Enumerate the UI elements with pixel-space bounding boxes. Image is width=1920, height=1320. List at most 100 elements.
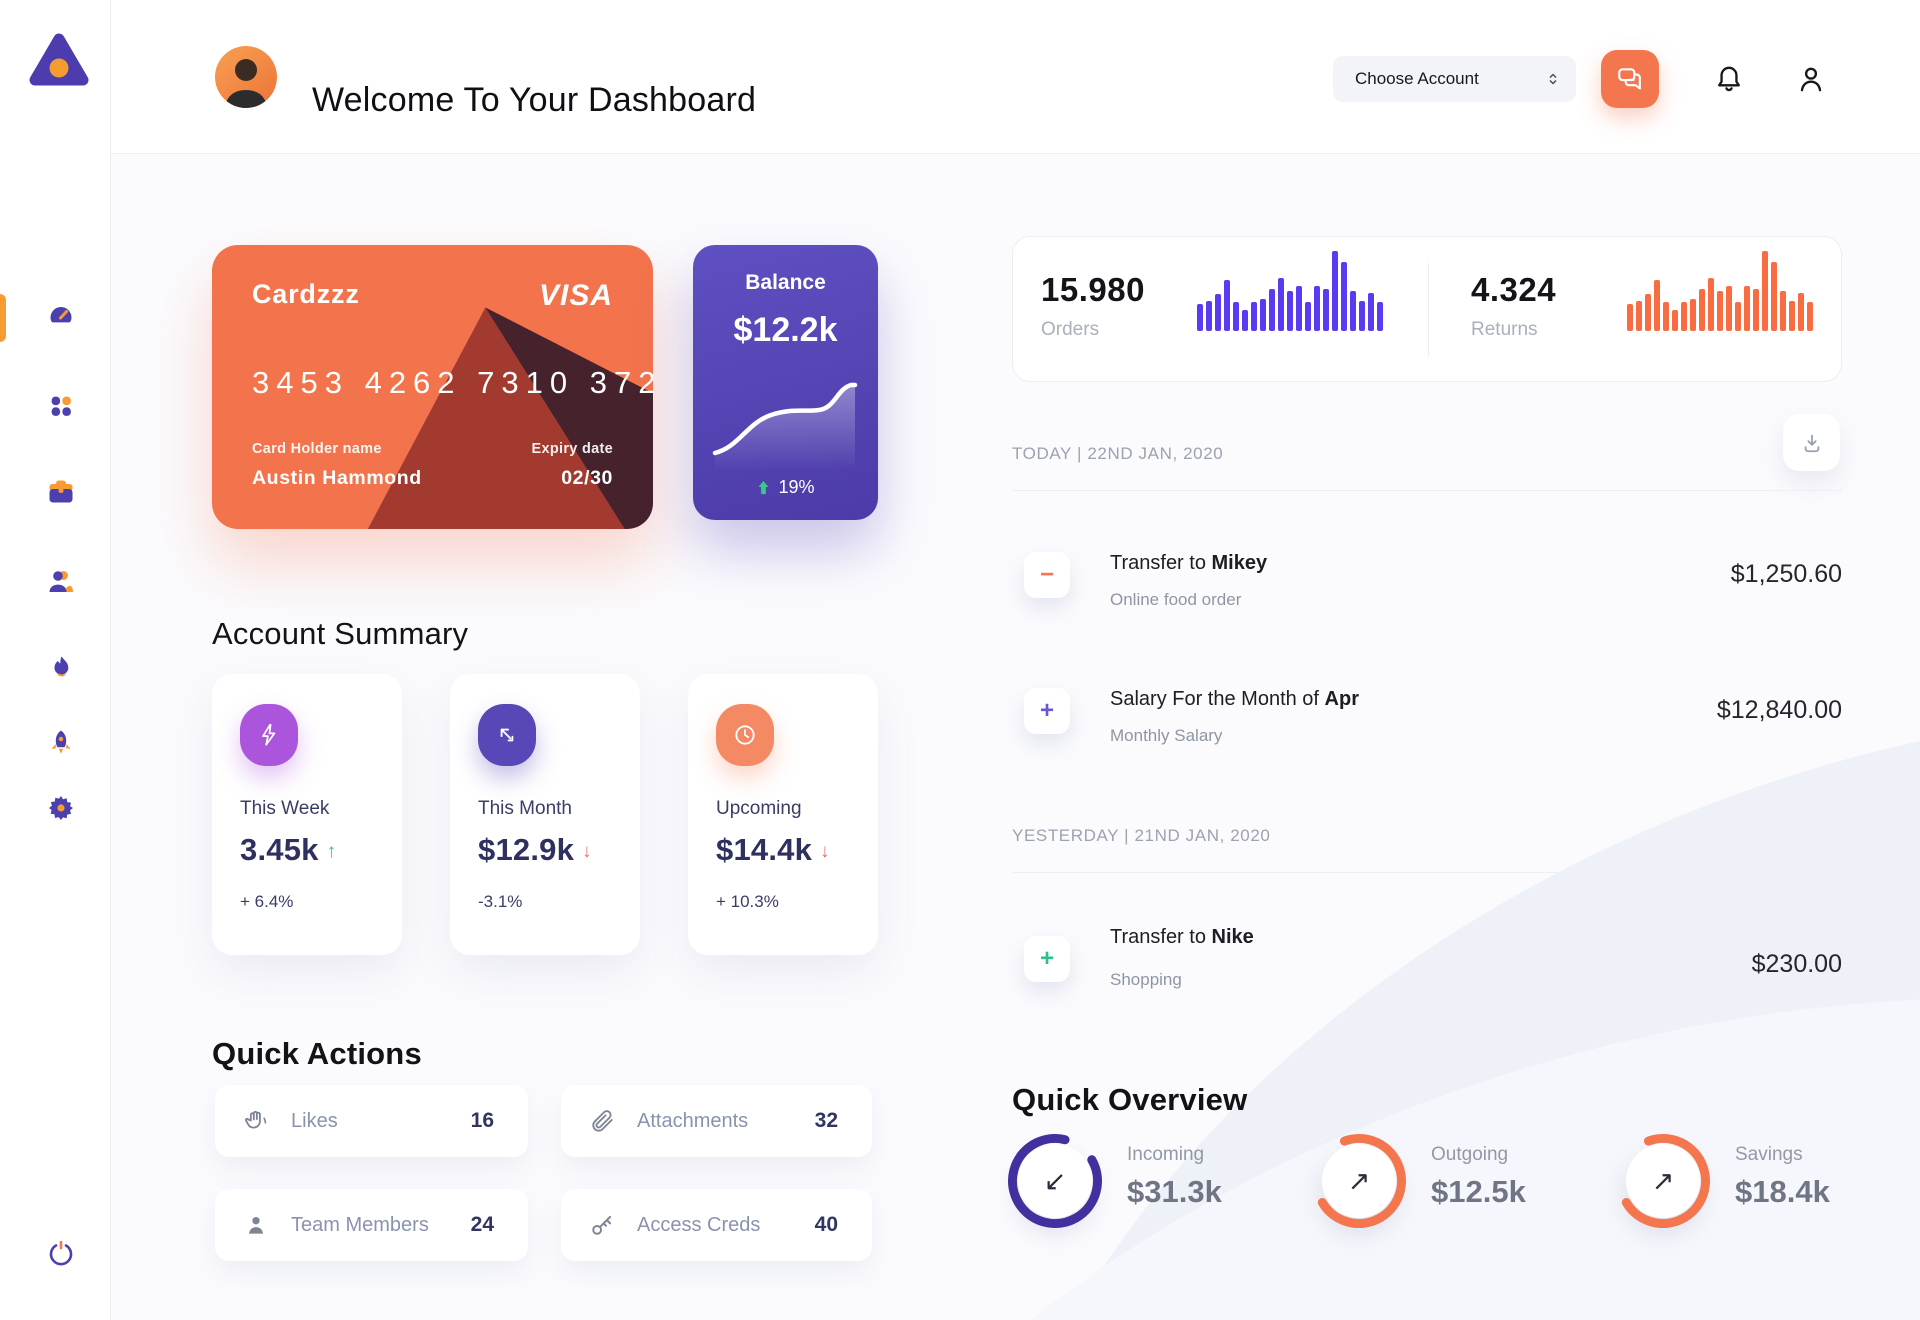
sidebar-item-launch[interactable] <box>39 721 83 765</box>
up-right-icon: ↗ <box>1626 1144 1700 1218</box>
quick-action-label: Access Creds <box>637 1213 761 1236</box>
sidebar-item-settings[interactable] <box>39 786 83 830</box>
summary-label: This Week <box>240 798 330 819</box>
page-title: Welcome To Your Dashboard <box>312 80 757 119</box>
sidebar-item-dashboard[interactable] <box>39 294 83 338</box>
sidebar-item-users[interactable] <box>39 560 83 604</box>
card-name: Cardzzz <box>252 279 360 309</box>
chevron-updown-icon <box>1549 73 1557 85</box>
credit-card[interactable]: Cardzzz VISA 3453 4262 7310 3728 Card Ho… <box>212 245 653 529</box>
transaction-title: Salary For the Month of Apr <box>1110 688 1359 711</box>
balance-change-value: 19% <box>778 477 815 497</box>
sidebar-item-work[interactable] <box>39 470 83 514</box>
quick-action-access-creds[interactable]: Access Creds 40 <box>561 1189 872 1261</box>
summary-value: $14.4k ↓ <box>716 832 830 868</box>
settings-gear-icon <box>49 796 73 820</box>
divider <box>1012 872 1842 873</box>
card-expiry: 02/30 <box>561 467 613 489</box>
triangle-logo-icon <box>29 33 89 86</box>
sidebar-item-apps[interactable] <box>39 384 83 428</box>
member-icon <box>248 1216 264 1234</box>
profile-button[interactable] <box>1794 62 1828 96</box>
orders-label: Orders <box>1041 319 1100 340</box>
quick-action-team-members[interactable]: Team Members 24 <box>215 1189 528 1261</box>
outgoing-value: $12.5k <box>1431 1174 1526 1209</box>
returns-bar-chart <box>1627 251 1827 331</box>
summary-icon-tile <box>716 704 774 766</box>
account-select-value: Choose Account <box>1355 69 1479 88</box>
date-heading-yesterday: YESTERDAY | 21ND JAN, 2020 <box>1012 826 1271 845</box>
apps-grid-icon <box>51 396 71 416</box>
summary-icon-tile <box>478 704 536 766</box>
download-icon <box>1804 434 1819 452</box>
lightning-icon <box>262 723 276 746</box>
orders-returns-card: 15.980 Orders 4.324 Returns <box>1012 236 1842 382</box>
transaction-sign-tile[interactable]: − <box>1024 552 1070 598</box>
summary-value: 3.45k ↑ <box>240 832 336 868</box>
summary-card-this-month[interactable]: This Month $12.9k ↓ -3.1% <box>450 674 640 955</box>
transaction-amount: $230.00 <box>1751 950 1842 978</box>
quick-action-likes[interactable]: Likes 16 <box>215 1085 528 1157</box>
header: Welcome To Your Dashboard Choose Account <box>111 0 1920 154</box>
bell-icon <box>1718 66 1740 92</box>
sidebar-logout[interactable] <box>39 1232 83 1276</box>
quick-action-label: Team Members <box>291 1213 429 1236</box>
summary-value-text: 3.45k <box>240 832 319 867</box>
transaction-subtitle: Shopping <box>1110 970 1182 989</box>
users-icon <box>49 571 73 592</box>
account-select[interactable]: Choose Account <box>1333 56 1576 102</box>
sidebar <box>0 0 111 1320</box>
transaction-sign-tile[interactable]: + <box>1024 936 1070 982</box>
active-nav-indicator <box>0 294 6 342</box>
incoming-value: $31.3k <box>1127 1174 1222 1209</box>
divider <box>1012 490 1842 491</box>
visa-logo: VISA <box>538 279 613 312</box>
flame-icon <box>54 656 69 677</box>
summary-card-this-week[interactable]: This Week 3.45k ↑ + 6.4% <box>212 674 402 955</box>
up-right-icon: ↗ <box>1322 1144 1396 1218</box>
trend-down-arrow: ↓ <box>820 841 830 862</box>
power-icon <box>49 1240 73 1266</box>
quick-action-count: 32 <box>814 1109 838 1132</box>
summary-value-text: $14.4k <box>716 832 813 867</box>
stats-divider <box>1428 263 1429 357</box>
sidebar-item-trending[interactable] <box>39 646 83 690</box>
incoming-label: Incoming <box>1127 1144 1205 1165</box>
minus-icon: − <box>1039 561 1054 588</box>
transaction-title-prefix: Transfer to <box>1110 552 1212 574</box>
quick-actions-title: Quick Actions <box>212 1035 422 1071</box>
dashboard-gauge-icon <box>50 307 72 323</box>
card-holder-label: Card Holder name <box>252 441 382 457</box>
transaction-subtitle: Online food order <box>1110 590 1242 609</box>
app-logo[interactable] <box>28 30 90 92</box>
savings-label: Savings <box>1735 1144 1803 1165</box>
summary-label: Upcoming <box>716 798 802 819</box>
summary-delta: + 6.4% <box>240 892 294 911</box>
plus-icon: + <box>1039 697 1054 724</box>
balance-card[interactable]: Balance $12.2k 19% <box>693 245 878 520</box>
briefcase-icon <box>49 480 73 503</box>
card-expiry-label: Expiry date <box>531 441 613 457</box>
avatar[interactable] <box>215 46 277 108</box>
transaction-title-prefix: Transfer to <box>1110 926 1212 948</box>
chat-button[interactable] <box>1601 50 1659 108</box>
notifications-button[interactable] <box>1712 62 1746 96</box>
trend-down-arrow: ↓ <box>582 841 592 862</box>
quick-action-label: Likes <box>291 1109 338 1132</box>
summary-icon-tile <box>240 704 298 766</box>
transaction-title-bold: Apr <box>1324 688 1359 710</box>
savings-ring: ↗ <box>1616 1134 1710 1228</box>
outgoing-label: Outgoing <box>1431 1144 1509 1165</box>
transaction-title-bold: Mikey <box>1211 552 1268 574</box>
account-summary-title: Account Summary <box>212 615 469 651</box>
quick-action-attachments[interactable]: Attachments 32 <box>561 1085 872 1157</box>
up-arrow-icon <box>758 480 770 495</box>
returns-value: 4.324 <box>1471 271 1557 308</box>
transaction-sign-tile[interactable]: + <box>1024 688 1070 734</box>
trend-up-arrow: ↑ <box>326 841 337 862</box>
download-button[interactable] <box>1783 414 1840 471</box>
clap-icon <box>244 1110 267 1129</box>
summary-card-upcoming[interactable]: Upcoming $14.4k ↓ + 10.3% <box>688 674 878 955</box>
transaction-subtitle: Monthly Salary <box>1110 726 1223 745</box>
